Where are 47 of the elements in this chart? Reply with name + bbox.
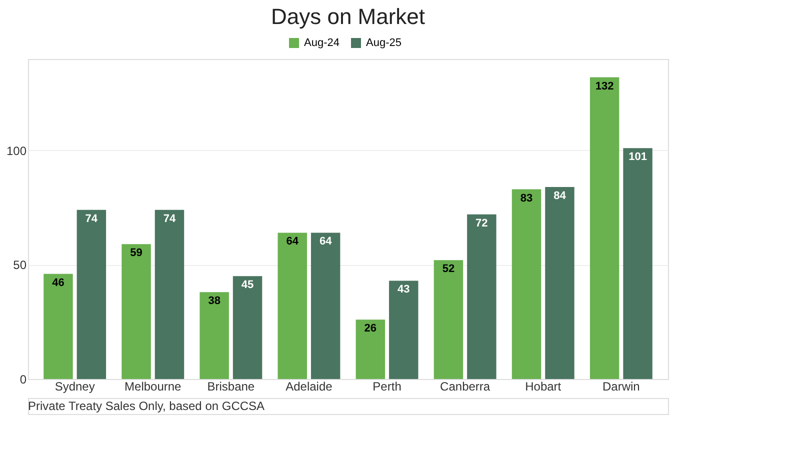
bar xyxy=(590,77,620,379)
x-tick-label: Adelaide xyxy=(286,380,333,394)
data-label: 59 xyxy=(130,247,142,260)
bar xyxy=(434,260,464,379)
y-tick-label: 50 xyxy=(13,258,27,272)
data-label: 64 xyxy=(286,236,300,248)
bar xyxy=(200,292,229,379)
bar xyxy=(512,189,542,379)
data-label: 74 xyxy=(85,212,98,225)
x-tick-label: Perth xyxy=(372,380,402,394)
x-tick-label: Sydney xyxy=(54,380,95,394)
bar xyxy=(76,210,106,379)
bar xyxy=(389,280,418,379)
data-label: 84 xyxy=(554,190,567,202)
data-label: 101 xyxy=(628,151,647,164)
data-label: 38 xyxy=(208,295,220,308)
bar xyxy=(623,148,652,379)
chart-title: Days on Market xyxy=(270,4,426,29)
y-tick-label: 100 xyxy=(6,144,27,158)
data-label: 26 xyxy=(364,322,377,335)
bar xyxy=(467,214,496,379)
x-tick-label: Melbourne xyxy=(124,380,182,394)
data-label: 45 xyxy=(241,279,254,292)
bar xyxy=(122,244,151,379)
bar xyxy=(232,276,262,379)
x-tick-label: Brisbane xyxy=(207,380,255,394)
x-tick-label: Darwin xyxy=(602,380,640,394)
bar xyxy=(356,320,386,379)
data-label: 43 xyxy=(398,284,410,296)
bar xyxy=(154,210,184,379)
data-label: 83 xyxy=(520,192,533,204)
bar xyxy=(44,274,73,379)
bar xyxy=(278,232,307,379)
y-tick-label: 0 xyxy=(20,372,27,386)
legend-label: Aug-25 xyxy=(366,37,402,49)
data-label: 46 xyxy=(52,276,64,289)
legend-label: Aug-24 xyxy=(304,37,340,49)
data-label: 132 xyxy=(595,80,614,92)
x-tick-label: Hobart xyxy=(525,380,562,394)
data-label: 72 xyxy=(476,217,488,230)
text: Private Treaty Sales Only, based on GCCSA xyxy=(28,399,265,413)
bar xyxy=(545,187,574,379)
data-label: 52 xyxy=(442,263,455,276)
data-label: 64 xyxy=(319,236,333,248)
data-label: 74 xyxy=(163,212,176,225)
bar xyxy=(310,232,340,379)
x-tick-label: Canberra xyxy=(440,380,490,394)
